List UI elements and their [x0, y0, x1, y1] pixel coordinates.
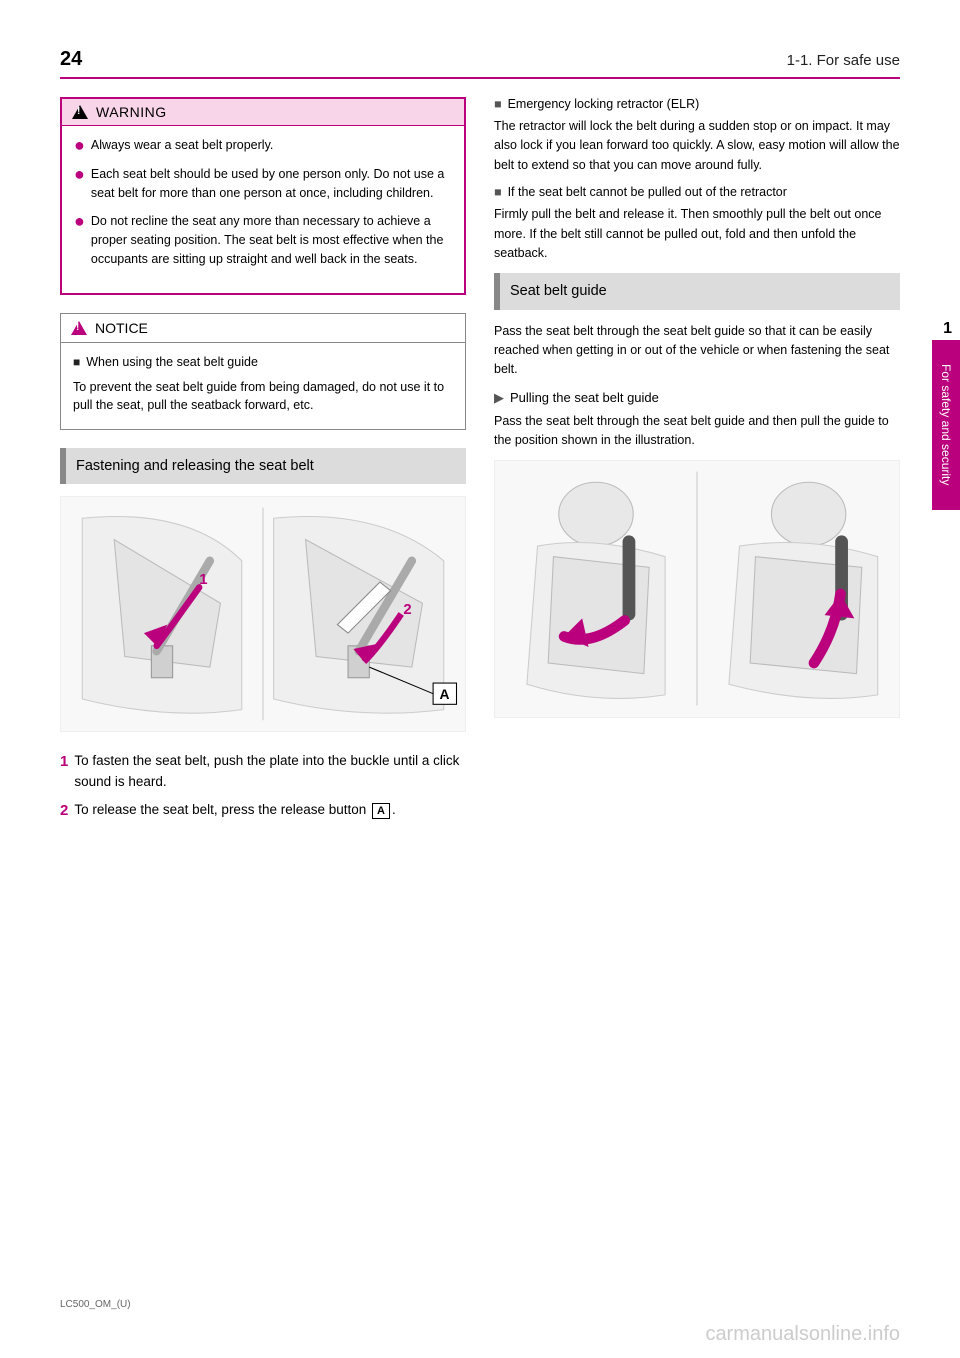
notice-box: NOTICE ■ When using the seat belt guide … [60, 313, 466, 431]
svg-text:1: 1 [199, 573, 207, 589]
notice-subhead: ■ When using the seat belt guide [73, 353, 453, 372]
warning-text: Always wear a seat belt properly. [91, 136, 274, 155]
notice-icon [71, 321, 87, 335]
warning-body: ● Always wear a seat belt properly. ● Ea… [62, 126, 464, 293]
triangle-icon: ▶ [494, 390, 504, 406]
square-icon: ■ [494, 185, 502, 199]
retractor-title: If the seat belt cannot be pulled out of… [508, 185, 787, 199]
guide-pull-title: Pulling the seat belt guide [510, 390, 659, 405]
svg-text:A: A [439, 686, 449, 702]
chapter-number: 1 [943, 320, 952, 338]
notice-text: To prevent the seat belt guide from bein… [73, 378, 453, 416]
retractor-heading: ■ If the seat belt cannot be pulled out … [494, 185, 900, 199]
notice-header: NOTICE [61, 314, 465, 343]
square-icon: ■ [73, 353, 80, 372]
page-header: 24 1-1. For safe use [60, 48, 900, 79]
warning-box: WARNING ● Always wear a seat belt proper… [60, 97, 466, 295]
guide-pull-text: Pass the seat belt through the seat belt… [494, 412, 900, 451]
figure-guide [494, 460, 900, 717]
content-columns: WARNING ● Always wear a seat belt proper… [60, 97, 900, 830]
elr-heading: ■ Emergency locking retractor (ELR) [494, 97, 900, 111]
warning-text: Each seat belt should be used by one per… [91, 165, 452, 203]
step-number: 2 [60, 800, 68, 823]
guide-pull-heading: ▶ Pulling the seat belt guide [494, 390, 900, 406]
bullet-icon: ● [74, 136, 85, 155]
manual-page: 24 1-1. For safe use 1 For safety and se… [0, 0, 960, 1358]
warning-item: ● Each seat belt should be used by one p… [74, 165, 452, 203]
document-code: LC500_OM_(U) [60, 1299, 131, 1310]
square-icon: ■ [494, 97, 502, 111]
left-column: WARNING ● Always wear a seat belt proper… [60, 97, 466, 830]
elr-text: The retractor will lock the belt during … [494, 117, 900, 175]
step-2: 2 To release the seat belt, press the re… [60, 800, 466, 823]
section-path: 1-1. For safe use [787, 52, 900, 69]
bullet-icon: ● [74, 212, 85, 268]
figure-fasten: 1 2 A [60, 496, 466, 732]
notice-title: NOTICE [95, 320, 148, 336]
step-text: To fasten the seat belt, push the plate … [74, 751, 466, 792]
right-column: ■ Emergency locking retractor (ELR) The … [494, 97, 900, 830]
warning-icon [72, 105, 88, 119]
side-tab: For safety and security [932, 340, 960, 510]
bullet-icon: ● [74, 165, 85, 203]
warning-text: Do not recline the seat any more than ne… [91, 212, 452, 268]
section-heading-fasten: Fastening and releasing the seat belt [60, 448, 466, 484]
warning-item: ● Always wear a seat belt properly. [74, 136, 452, 155]
section-heading-guide: Seat belt guide [494, 273, 900, 309]
svg-text:2: 2 [403, 602, 411, 618]
elr-title: Emergency locking retractor (ELR) [508, 97, 700, 111]
step-number: 1 [60, 751, 68, 792]
notice-sub: When using the seat belt guide [86, 353, 258, 372]
retractor-text: Firmly pull the belt and release it. The… [494, 205, 900, 263]
marker-a: A [372, 803, 390, 819]
step-1: 1 To fasten the seat belt, push the plat… [60, 751, 466, 792]
step-text: To release the seat belt, press the rele… [74, 800, 466, 823]
watermark: carmanualsonline.info [705, 1323, 900, 1346]
page-number: 24 [60, 48, 82, 71]
guide-intro: Pass the seat belt through the seat belt… [494, 322, 900, 380]
warning-title: WARNING [96, 104, 167, 120]
warning-header: WARNING [62, 99, 464, 126]
notice-body: ■ When using the seat belt guide To prev… [61, 343, 465, 430]
warning-item: ● Do not recline the seat any more than … [74, 212, 452, 268]
